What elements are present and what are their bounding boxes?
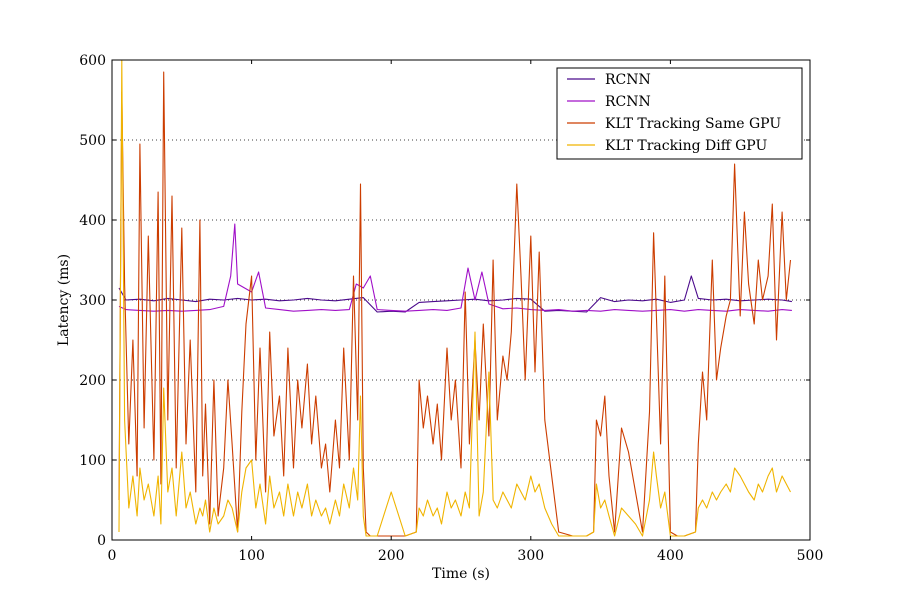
legend: RCNN RCNN KLT Tracking Same GPU KLT Trackin… <box>556 67 803 160</box>
y-tick-label: 0 <box>97 533 106 549</box>
series-layer <box>118 60 792 537</box>
legend-items: RCNN RCNN KLT Tracking Same GPU KLT Trackin… <box>567 72 781 154</box>
series-group <box>118 60 792 537</box>
x-tick-label: 0 <box>108 548 117 564</box>
legend-label: RCNN <box>605 94 651 110</box>
series-line-rcnn-0 <box>118 275 792 313</box>
y-tick-label: 500 <box>79 133 106 149</box>
x-axis-label: Time (s) <box>432 566 490 582</box>
y-tick-label: 600 <box>79 53 106 69</box>
series-line-klt-tracking-diff-gpu-3 <box>118 60 791 537</box>
x-tick-label: 100 <box>238 548 265 564</box>
legend-label: KLT Tracking Diff GPU <box>605 138 767 154</box>
tick-layer: 0 100 200 300 400 500 600 0 100 200 300 400 500 <box>79 53 823 564</box>
x-tick-label: 500 <box>797 548 824 564</box>
x-tick-label: 400 <box>657 548 684 564</box>
y-tick-label: 400 <box>79 213 106 229</box>
x-tick-label: 300 <box>517 548 544 564</box>
legend-box <box>556 67 803 160</box>
legend-label: KLT Tracking Same GPU <box>605 116 781 132</box>
y-tick-label: 300 <box>79 293 106 309</box>
x-tick-label: 200 <box>378 548 405 564</box>
series-line-rcnn-1 <box>118 223 792 312</box>
y-axis-label: Latency (ms) <box>56 254 72 346</box>
y-tick-label: 200 <box>79 373 106 389</box>
legend-label: RCNN <box>605 72 651 88</box>
y-tick-label: 100 <box>79 453 106 469</box>
